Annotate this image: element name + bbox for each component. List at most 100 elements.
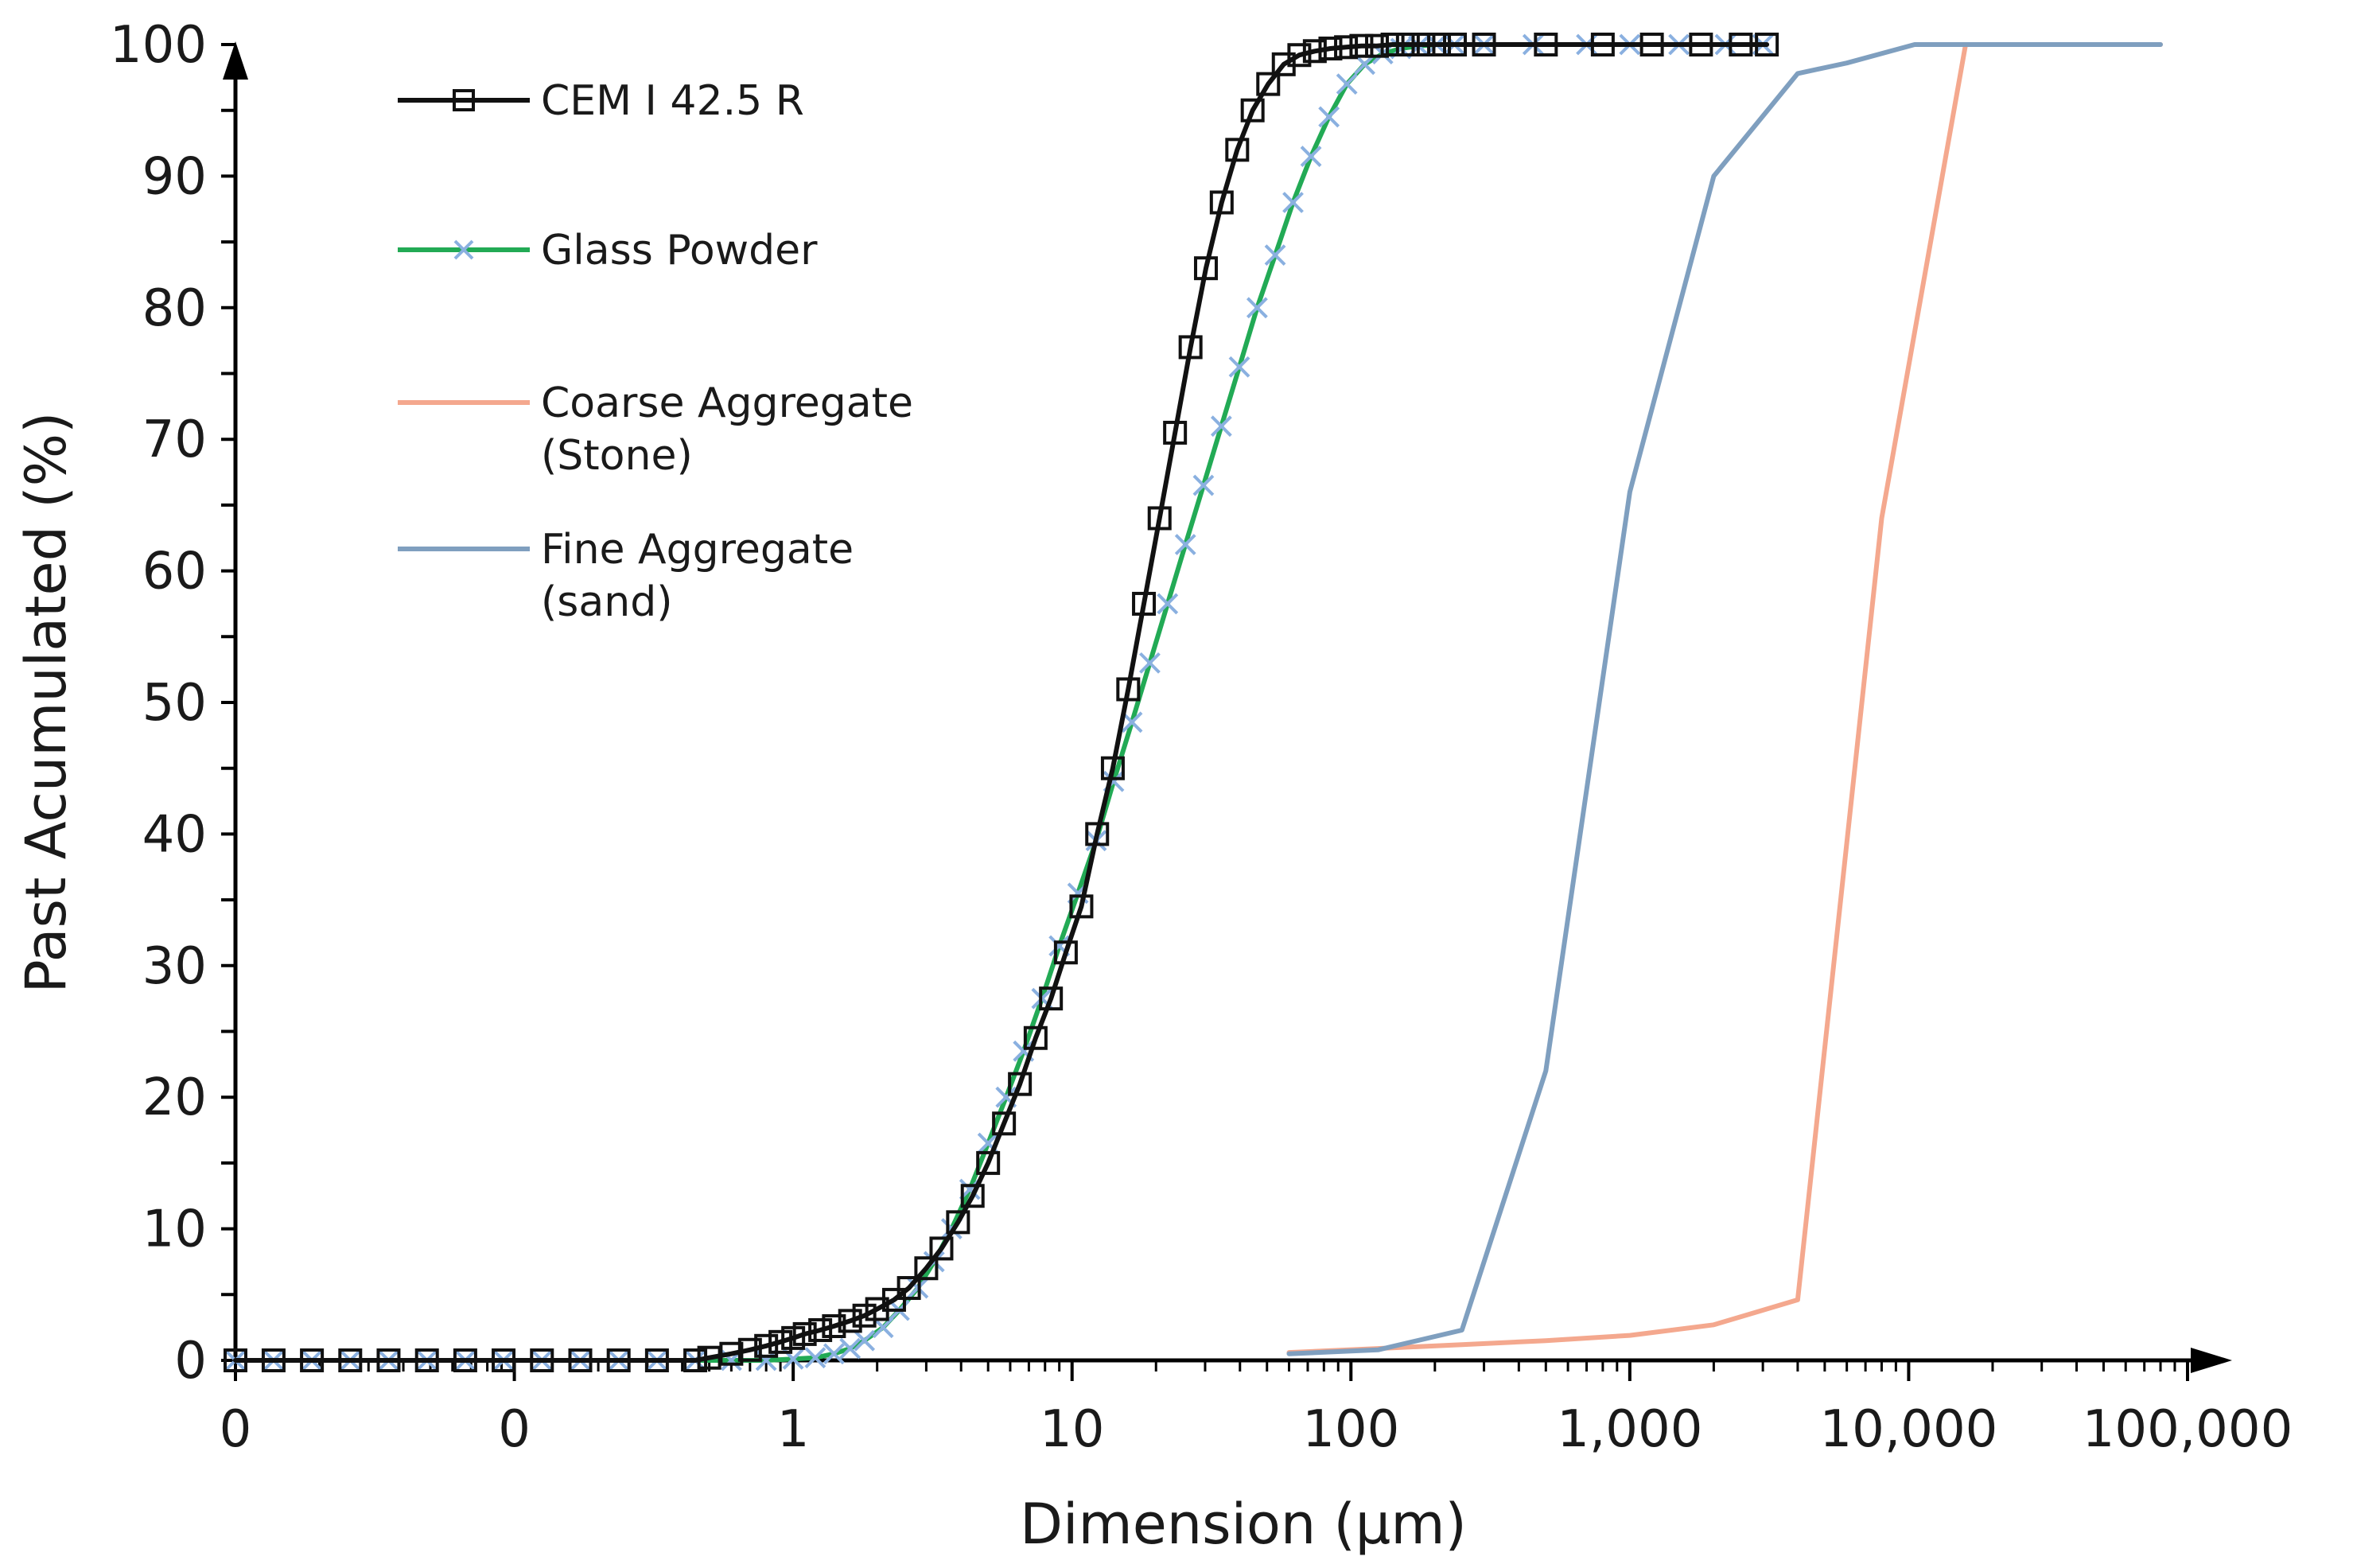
data-point-glass-stroke-b xyxy=(1336,73,1358,95)
data-point-cem xyxy=(754,1333,779,1358)
data-point-glass-stroke-b xyxy=(804,1347,826,1369)
data-point-cem xyxy=(530,1348,554,1372)
x-tick-label: 1 xyxy=(777,1400,810,1459)
y-tick-label: 50 xyxy=(142,674,207,733)
data-point-glass xyxy=(1121,711,1143,733)
data-point-glass xyxy=(1354,53,1375,76)
series-cem xyxy=(224,33,1779,1372)
data-point-cem xyxy=(1639,33,1664,56)
data-point-glass-stroke-b xyxy=(1013,1040,1035,1062)
data-point-cem xyxy=(1132,591,1157,616)
series-sand xyxy=(1286,42,2163,1356)
data-point-glass xyxy=(1139,652,1161,674)
data-point-glass-stroke-b xyxy=(1246,297,1268,319)
data-point-cem xyxy=(1147,506,1172,531)
data-point-glass-stroke-b xyxy=(1192,474,1215,496)
y-tick-label: 40 xyxy=(142,805,207,864)
data-point-cem xyxy=(1240,98,1265,123)
data-point-glass xyxy=(872,1317,894,1339)
y-tick-label: 20 xyxy=(142,1068,207,1127)
data-point-cem xyxy=(453,1348,477,1372)
data-point-cem xyxy=(1427,33,1452,56)
y-tick-label: 0 xyxy=(174,1332,207,1391)
x-tick-label: 100 xyxy=(1302,1400,1399,1459)
data-point-cem xyxy=(414,1348,439,1372)
legend-item-stone: Coarse Aggregate (Stone) xyxy=(398,379,913,480)
data-point-cem xyxy=(1729,33,1753,56)
y-axis-title: Past Acumulated (%) xyxy=(14,412,79,994)
data-point-glass-stroke-b xyxy=(1139,652,1161,674)
x-tick-label: 10 xyxy=(1040,1400,1104,1459)
data-point-cem xyxy=(1053,940,1078,965)
data-point-cem xyxy=(606,1348,631,1372)
data-point-glass-stroke-b xyxy=(823,1343,845,1365)
data-point-cem xyxy=(261,1348,286,1372)
data-point-cem xyxy=(1302,39,1327,64)
y-tick-label: 70 xyxy=(142,410,207,469)
data-point-cem xyxy=(1085,822,1110,846)
data-point-cem xyxy=(946,1210,970,1235)
data-point-cem xyxy=(1534,33,1558,56)
legend-item-glass: Glass Powder xyxy=(398,227,818,274)
series-group xyxy=(224,33,2163,1372)
data-point-glass-stroke-b xyxy=(839,1337,861,1360)
data-point-cem xyxy=(338,1348,363,1372)
data-point-glass xyxy=(823,1343,845,1365)
data-point-cem xyxy=(1318,36,1343,60)
legend-label: (sand) xyxy=(541,578,673,626)
data-point-glass-stroke-b xyxy=(1318,106,1340,128)
legend-item-sand: Fine Aggregate(sand) xyxy=(398,526,854,626)
data-point-glass xyxy=(804,1347,826,1369)
data-point-cem xyxy=(1100,756,1125,780)
data-point-cem xyxy=(1116,677,1141,702)
series-line-sand xyxy=(1286,42,2163,1356)
data-point-cem xyxy=(838,1309,862,1333)
y-tick-label: 90 xyxy=(142,147,207,206)
data-point-cem xyxy=(1069,894,1094,919)
data-point-cem xyxy=(960,1184,985,1208)
data-point-cem xyxy=(1209,190,1234,215)
data-point-cem xyxy=(1193,256,1218,281)
series-stone xyxy=(1286,42,2163,1356)
legend-item-cem: CEM I 42.5 R xyxy=(398,77,804,125)
data-point-cem xyxy=(1443,33,1468,56)
data-point-glass xyxy=(1282,192,1304,213)
data-point-glass xyxy=(1318,106,1340,128)
data-point-cem xyxy=(568,1348,593,1372)
x-tick-label: 10,000 xyxy=(1819,1400,1997,1459)
data-point-cem xyxy=(822,1313,846,1338)
data-point-glass-stroke-b xyxy=(995,1086,1017,1108)
data-point-cem xyxy=(1689,33,1713,56)
data-point-glass xyxy=(1192,474,1215,496)
legend-marker xyxy=(453,239,474,260)
data-point-cem xyxy=(492,1348,516,1372)
data-point-cem xyxy=(914,1256,939,1281)
y-tick-label: 100 xyxy=(110,16,207,75)
data-point-cem xyxy=(224,1348,247,1372)
data-point-glass-stroke-b xyxy=(1210,415,1232,438)
legend-label: Fine Aggregate xyxy=(541,526,854,574)
data-point-glass-stroke-b xyxy=(1354,53,1375,76)
data-point-cem xyxy=(300,1348,325,1372)
data-point-cem xyxy=(852,1303,877,1328)
data-point-glass-stroke-b xyxy=(782,1348,804,1370)
x-axis-title: Dimension (µm) xyxy=(1020,1492,1467,1557)
data-point-cem xyxy=(1349,33,1374,58)
data-point-glass xyxy=(1300,146,1322,168)
data-point-cem xyxy=(929,1236,954,1261)
data-point-cem xyxy=(1287,43,1312,68)
data-point-cem xyxy=(1163,420,1188,445)
y-tick-label: 30 xyxy=(142,937,207,996)
data-point-cem xyxy=(1380,33,1405,56)
data-point-cem xyxy=(808,1317,833,1342)
data-point-glass xyxy=(1157,593,1179,615)
data-point-cem xyxy=(1755,33,1779,56)
data-point-glass xyxy=(1228,356,1250,378)
x-tick-label: 0 xyxy=(498,1400,531,1459)
data-point-glass xyxy=(839,1337,861,1360)
data-point-glass xyxy=(1264,244,1286,267)
data-point-cem xyxy=(992,1111,1017,1136)
data-point-cem xyxy=(644,1348,669,1372)
